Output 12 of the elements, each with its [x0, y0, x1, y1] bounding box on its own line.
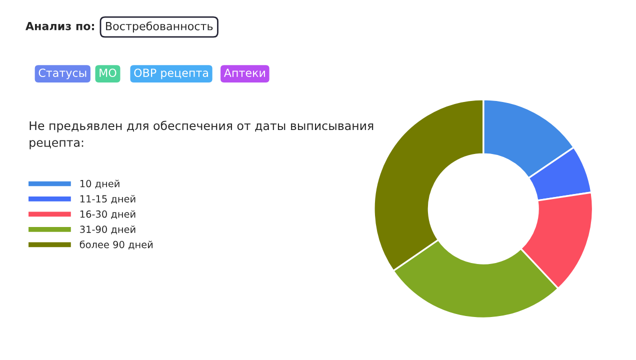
- text: Анализ по:: [25, 22, 94, 30]
- text: ОВР рецепта: [134, 68, 208, 80]
- legend-label: 11-15 дней: [80, 195, 136, 204]
- text: Аптеки: [224, 68, 265, 78]
- legend-title: Не предьявлен для обеспечения от даты выписывания рецепта:: [30, 120, 374, 150]
- text: МО: [100, 68, 116, 78]
- legend-label: 10 дней: [80, 180, 120, 188]
- legend-label: 31-90 дней: [80, 226, 136, 234]
- text: Востребованность: [106, 22, 213, 32]
- legend-label: 16-30 дней: [80, 210, 136, 219]
- text: Статусы: [38, 68, 86, 80]
- legend-label: более 90 дней: [80, 240, 153, 250]
